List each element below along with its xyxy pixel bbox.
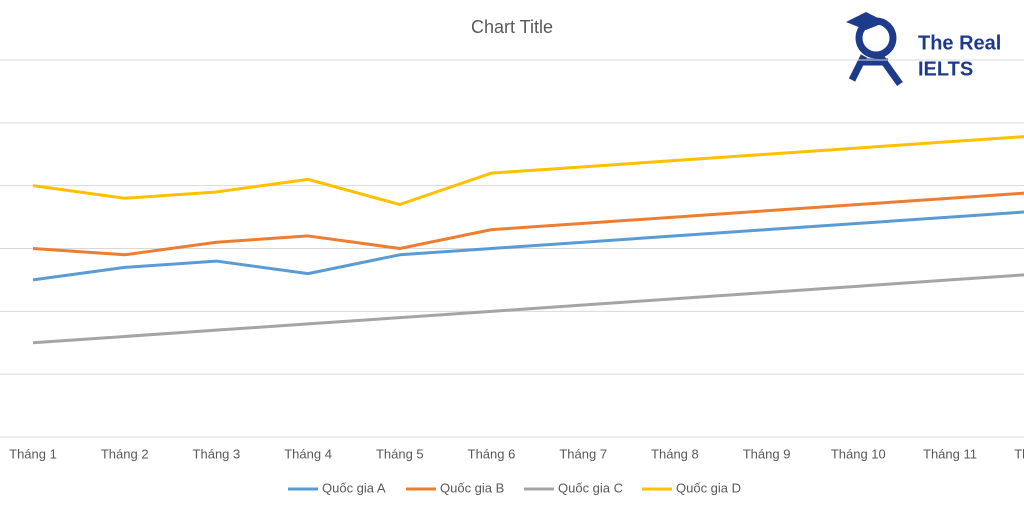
legend-label: Quốc gia C [558, 480, 623, 495]
series-line [32, 273, 1024, 345]
legend-label: Quốc gia D [676, 480, 741, 495]
x-tick-label: Tháng 12 [1014, 446, 1024, 461]
series-line [32, 191, 1024, 257]
legend-label: Quốc gia B [440, 480, 504, 495]
x-tick-label: Tháng 6 [468, 446, 516, 461]
x-tick-label: Tháng 1 [9, 446, 57, 461]
x-tick-label: Tháng 3 [193, 446, 241, 461]
x-tick-label: Tháng 9 [743, 446, 791, 461]
logo: The Real IELTS [846, 12, 1001, 87]
series-line [32, 135, 1024, 207]
x-tick-label: Tháng 2 [101, 446, 149, 461]
legend-label: Quốc gia A [322, 480, 386, 495]
x-tick-label: Tháng 8 [651, 446, 699, 461]
x-tick-label: Tháng 11 [923, 446, 977, 461]
x-tick-label: Tháng 5 [376, 446, 424, 461]
logo-cap [846, 12, 886, 30]
logo-text: IELTS [918, 58, 973, 80]
chart-title: Chart Title [471, 17, 553, 37]
x-tick-label: Tháng 4 [284, 446, 332, 461]
logo-text: The Real [918, 32, 1001, 54]
series-line [32, 210, 1024, 282]
x-tick-label: Tháng 7 [559, 446, 607, 461]
x-tick-label: Tháng 10 [831, 446, 886, 461]
